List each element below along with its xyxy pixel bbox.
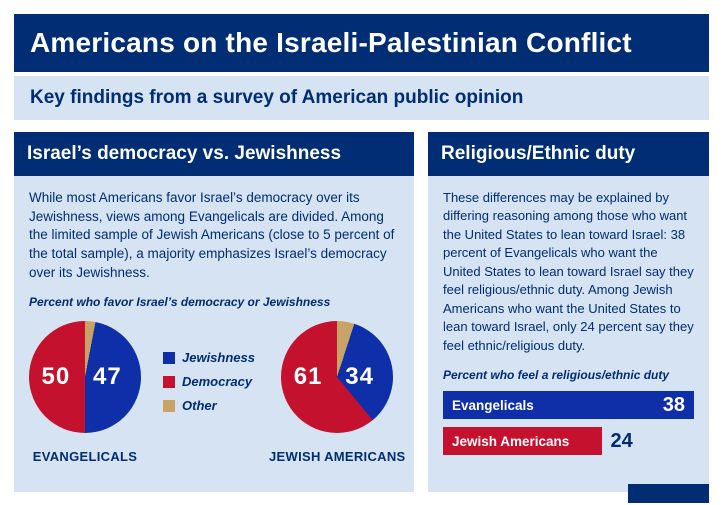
legend-label-other: Other: [182, 398, 217, 414]
page-title: Americans on the Israeli-Palestinian Con…: [30, 27, 632, 58]
pie-value-jewishness: 34: [345, 363, 374, 391]
left-panel-header: Israel’s democracy vs. Jewishness: [14, 132, 414, 176]
panel-democracy-vs-jewishness: Israel’s democracy vs. Jewishness While …: [14, 132, 414, 492]
pie-evangelicals-column: 50 47 EVANGELICALS: [29, 321, 141, 464]
bar-label-jewish-americans: Jewish Americans: [452, 433, 570, 449]
header-band: Americans on the Israeli-Palestinian Con…: [14, 14, 709, 72]
legend-label-jewishness: Jewishness: [182, 350, 255, 366]
pie-jewish-americans-column: 61 34 JEWISH AMERICANS: [269, 321, 406, 464]
legend-swatch-jewishness: [163, 351, 175, 364]
legend-swatch-other: [163, 399, 175, 412]
right-panel-text: These differences may be explained by di…: [443, 190, 694, 353]
bar-jewish-americans: Jewish Americans: [443, 427, 602, 456]
pie-chart-jewish-americans: 61 34: [281, 321, 394, 434]
legend-swatch-democracy: [163, 375, 175, 388]
left-panel-text: While most Americans favor Israel’s demo…: [29, 190, 395, 280]
pie-label-jewish-americans: JEWISH AMERICANS: [269, 449, 406, 465]
logo-block: [628, 484, 709, 503]
panels-row: Israel’s democracy vs. Jewishness While …: [14, 132, 709, 492]
right-panel-body: These differences may be explained by di…: [428, 176, 709, 456]
bar-row-evangelicals: Evangelicals 38: [443, 391, 694, 420]
bar-chart-caption: Percent who feel a religious/ethnic duty: [443, 368, 670, 383]
left-panel-body: While most Americans favor Israel’s demo…: [14, 176, 414, 464]
pie-chart-caption: Percent who favor Israel’s democracy or …: [29, 295, 331, 310]
pie-value-democracy: 61: [293, 363, 323, 391]
legend-item-jewishness: Jewishness: [163, 350, 255, 365]
legend-item-other: Other: [163, 398, 255, 413]
bar-label-evangelicals: Evangelicals: [452, 397, 534, 413]
bar-value-jewish-americans: 24: [610, 429, 633, 452]
legend-label-democracy: Democracy: [182, 374, 253, 390]
bar-value-evangelicals: 38: [662, 393, 685, 416]
legend-item-democracy: Democracy: [163, 374, 255, 389]
bar-evangelicals: Evangelicals 38: [443, 391, 694, 420]
pie-charts-row: 50 47 EVANGELICALS Jewishness Democracy: [29, 321, 405, 464]
panel-religious-ethnic-duty: Religious/Ethnic duty These differences …: [428, 132, 709, 492]
bar-chart: Evangelicals 38 Jewish Americans 24: [443, 391, 694, 456]
subheader-band: Key findings from a survey of American p…: [14, 76, 709, 120]
pie-value-jewishness: 47: [93, 363, 122, 391]
pie-chart-evangelicals: 50 47: [29, 321, 141, 434]
pie-value-democracy: 50: [41, 363, 71, 391]
pie-legend: Jewishness Democracy Other: [163, 341, 255, 422]
left-panel-title: Israel’s democracy vs. Jewishness: [27, 143, 342, 164]
pie-label-evangelicals: EVANGELICALS: [32, 449, 138, 465]
bar-row-jewish-americans: Jewish Americans 24: [443, 427, 694, 456]
right-panel-title: Religious/Ethnic duty: [441, 143, 636, 164]
right-panel-header: Religious/Ethnic duty: [428, 132, 709, 176]
subtitle: Key findings from a survey of American p…: [30, 87, 524, 108]
